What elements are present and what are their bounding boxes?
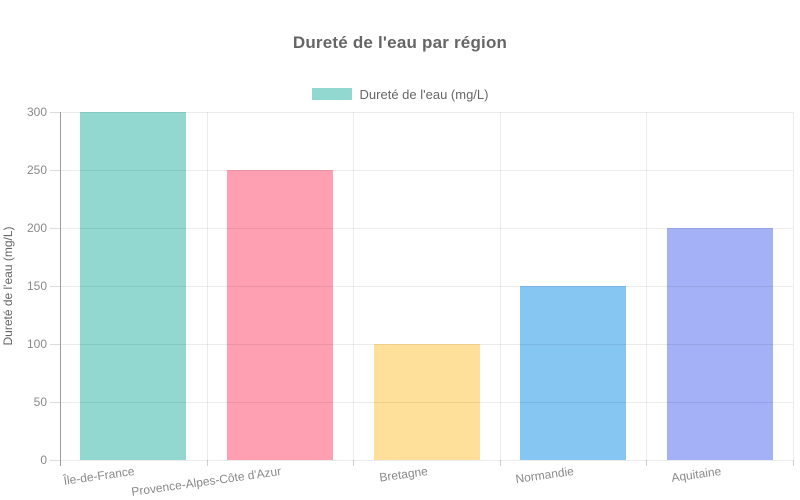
gridline-y-250 — [60, 170, 793, 171]
y-tick-label-50: 50 — [33, 395, 47, 409]
y-tick-mark-150 — [50, 286, 60, 287]
y-tick-label-100: 100 — [26, 337, 47, 351]
legend-item[interactable]: Dureté de l'eau (mg/L) — [0, 86, 800, 102]
gridline-x-5 — [793, 112, 794, 460]
x-tick-mark-3 — [499, 460, 501, 466]
bar-aquitaine[interactable] — [666, 228, 773, 460]
x-tick-mark-1 — [206, 460, 208, 466]
plot-area: 0 50 100 150 200 250 300 Île-de-France Provence-… — [27, 105, 794, 499]
x-tick-label-aquitaine: Aquitaine — [670, 464, 722, 485]
y-tick-mark-200 — [50, 228, 60, 229]
legend-label: Dureté de l'eau (mg/L) — [359, 86, 489, 102]
gridline-y-0 — [60, 460, 793, 461]
y-tick-label-250: 250 — [26, 163, 47, 177]
bar-provence-alpes-cote-d-azur[interactable] — [226, 170, 333, 460]
gridline-x-2 — [353, 112, 355, 460]
x-tick-mark-2 — [353, 460, 355, 466]
legend-swatch — [311, 88, 352, 100]
y-tick-mark-250 — [50, 170, 60, 171]
y-axis-line — [60, 112, 61, 466]
bar-ile-de-france[interactable] — [80, 112, 187, 460]
gridline-y-100 — [60, 344, 793, 345]
y-axis-title: Dureté de l'eau (mg/L) — [1, 226, 15, 346]
chart-title: Dureté de l'eau par région — [292, 33, 508, 52]
gridline-x-1 — [206, 112, 208, 460]
x-tick-label-provence-alpes-cote-d-azur: Provence-Alpes-Côte d'Azur — [130, 464, 282, 499]
x-tick-label-bretagne: Bretagne — [378, 464, 429, 485]
bar-normandie[interactable] — [520, 286, 627, 460]
bar-bretagne[interactable] — [373, 344, 480, 460]
y-tick-label-200: 200 — [26, 221, 47, 235]
y-tick-mark-0 — [50, 460, 60, 461]
gridline-y-300 — [60, 112, 793, 113]
y-tick-mark-100 — [50, 344, 60, 345]
y-tick-label-0: 0 — [40, 453, 47, 467]
gridline-y-200 — [60, 228, 793, 229]
gridline-x-4 — [646, 112, 648, 460]
gridline-y-150 — [60, 286, 793, 287]
x-tick-mark-5 — [793, 460, 794, 466]
y-tick-mark-300 — [50, 112, 60, 113]
gridline-y-50 — [60, 402, 793, 403]
gridline-x-3 — [499, 112, 501, 460]
x-tick-label-normandie: Normandie — [514, 464, 576, 487]
y-tick-label-300: 300 — [26, 105, 47, 119]
x-tick-mark-4 — [646, 460, 648, 466]
y-tick-label-150: 150 — [26, 279, 47, 293]
y-tick-mark-50 — [50, 402, 60, 403]
x-tick-label-ile-de-france: Île-de-France — [62, 464, 136, 488]
